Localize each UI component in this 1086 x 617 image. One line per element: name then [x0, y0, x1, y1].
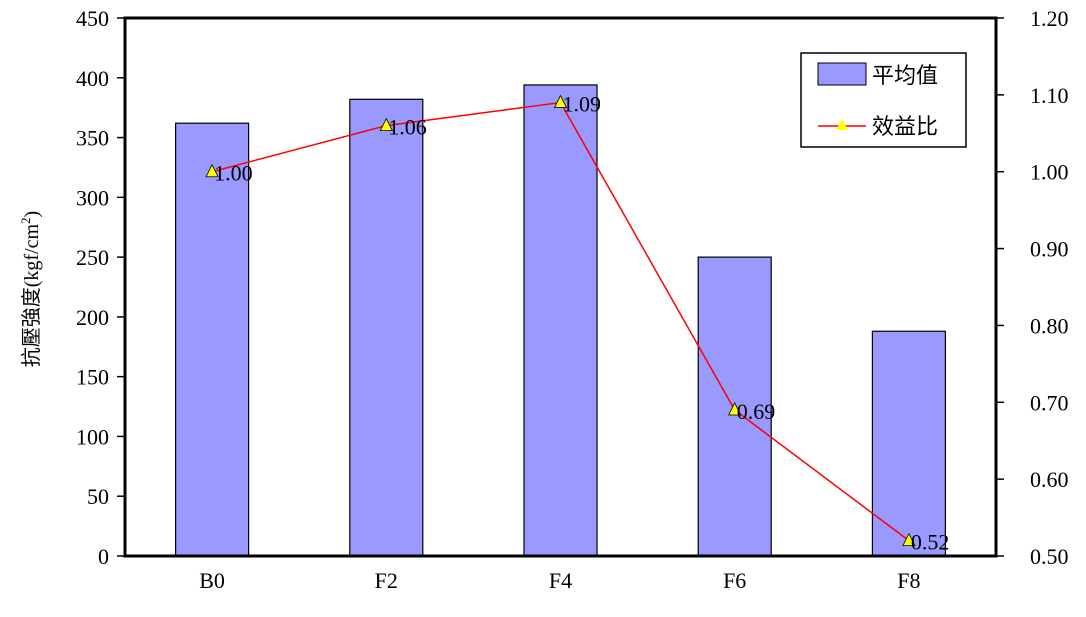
left-tick-label: 100: [76, 424, 109, 449]
plot-area-frame: [123, 16, 998, 558]
data-label: 0.52: [911, 530, 950, 555]
data-label: 0.69: [737, 399, 776, 424]
y-axis-title: 抗壓強度(kgf/cm2): [18, 211, 43, 367]
line-marker: [902, 532, 916, 547]
legend: 平均值 效益比: [800, 52, 967, 148]
x-tick-label: F6: [723, 568, 746, 593]
legend-triangle-marker: [836, 119, 848, 130]
data-label: 1.06: [388, 115, 427, 140]
x-tick-label: F2: [375, 568, 398, 593]
line-series: 1.00 1.06 1.09 0.69 0.52: [205, 92, 950, 555]
line-marker: [728, 402, 742, 416]
line-marker: [553, 94, 568, 108]
right-axis-ticks: 0.50 0.60 0.70 0.80 0.90 1.00 1.10 1.20: [996, 6, 1069, 569]
x-tick-label: B0: [199, 568, 225, 593]
right-tick-label: 0.90: [1030, 237, 1069, 262]
line-marker: [379, 117, 393, 132]
data-label: 1.00: [214, 161, 253, 186]
legend-label-line: 效益比: [872, 114, 938, 139]
y-axis-title-close: ): [21, 211, 43, 218]
right-tick-label: 1.00: [1030, 160, 1069, 185]
bar: [523, 84, 598, 557]
bar-series: [175, 84, 947, 557]
right-tick-label: 0.60: [1030, 467, 1069, 492]
y-axis-title-main: 抗壓強度(kgf/cm: [20, 223, 43, 367]
bar: [349, 98, 424, 557]
left-axis-ticks: 0 50 100 150 200 250 300 350 400 450: [76, 6, 125, 569]
legend-bar-swatch: [817, 62, 867, 86]
left-tick-label: 450: [76, 6, 109, 31]
x-axis-labels: B0 F2 F4 F6 F8: [199, 568, 920, 593]
left-tick-label: 150: [76, 365, 109, 390]
left-tick-label: 250: [76, 245, 109, 270]
bar: [871, 330, 947, 557]
left-tick-label: 0: [98, 544, 109, 569]
x-tick-label: F4: [549, 568, 572, 593]
left-tick-label: 50: [87, 484, 109, 509]
left-tick-label: 400: [76, 66, 109, 91]
data-label: 1.09: [563, 92, 602, 117]
y-axis-title-superscript: 2: [18, 217, 33, 224]
bar: [175, 122, 250, 557]
left-tick-label: 200: [76, 305, 109, 330]
right-tick-label: 1.20: [1030, 6, 1069, 31]
right-tick-label: 0.50: [1030, 544, 1069, 569]
x-tick-label: F8: [897, 568, 920, 593]
left-tick-label: 300: [76, 185, 109, 210]
line-marker: [205, 163, 219, 178]
right-tick-label: 1.10: [1030, 83, 1069, 108]
legend-label-bar: 平均值: [872, 63, 938, 88]
right-tick-label: 0.70: [1030, 390, 1069, 415]
right-tick-label: 0.80: [1030, 313, 1069, 338]
left-tick-label: 350: [76, 126, 109, 151]
